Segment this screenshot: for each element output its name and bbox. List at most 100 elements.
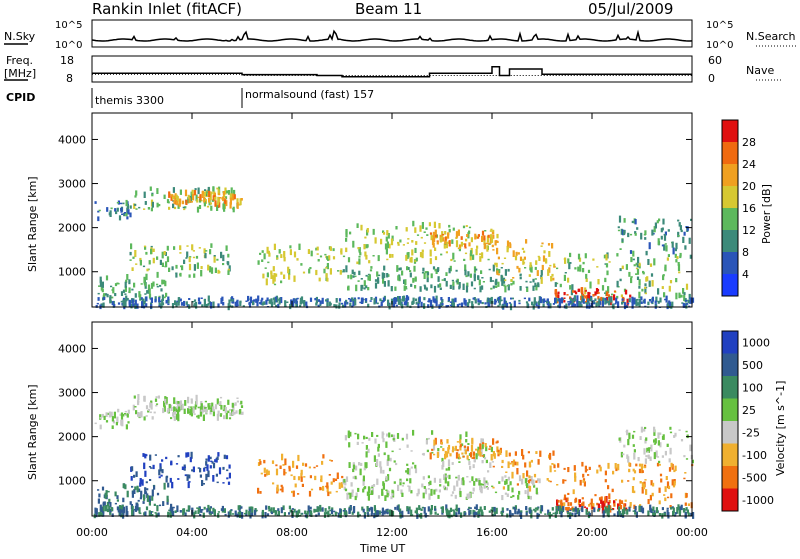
velocity-echo-mark: [389, 509, 392, 517]
velocity-echo-mark: [197, 414, 200, 419]
power-echo-mark: [194, 188, 197, 191]
velocity-echo-mark: [121, 504, 124, 510]
velocity-echo-mark: [455, 504, 458, 511]
velocity-echo-mark: [310, 512, 313, 517]
velocity-echo-mark: [155, 403, 159, 405]
power-echo-mark: [177, 297, 180, 303]
velocity-echo-mark: [229, 409, 232, 411]
power-echo-mark: [662, 275, 665, 281]
velocity-echo-mark: [270, 507, 273, 514]
velocity-ytick-label: 1000: [58, 475, 86, 488]
velocity-echo-mark: [556, 499, 559, 506]
velocity-echo-mark: [448, 474, 451, 480]
power-echo-mark: [354, 275, 357, 278]
velocity-echo-mark: [566, 512, 570, 515]
velocity-echo-mark: [567, 502, 570, 507]
velocity-echo-mark: [467, 443, 470, 445]
power-echo-mark: [135, 263, 138, 265]
power-echo-mark: [134, 293, 137, 298]
velocity-echo-mark: [396, 505, 399, 511]
power-echo-mark: [548, 267, 551, 273]
power-echo-mark: [142, 265, 146, 268]
beam-title: Beam 11: [355, 0, 422, 18]
power-echo-mark: [689, 254, 692, 259]
velocity-echo-mark: [372, 484, 376, 487]
velocity-echo-mark: [631, 434, 635, 439]
velocity-echo-mark: [179, 510, 182, 513]
velocity-echo-mark: [491, 461, 494, 463]
power-echo-mark: [411, 249, 414, 256]
power-echo-mark: [519, 286, 522, 291]
velocity-echo-mark: [224, 406, 227, 413]
velocity-echo-mark: [297, 476, 301, 481]
power-echo-mark: [540, 277, 543, 284]
power-echo-mark: [473, 266, 477, 273]
power-echo-mark: [455, 236, 458, 239]
power-echo-mark: [406, 242, 409, 244]
velocity-echo-mark: [187, 396, 190, 404]
velocity-echo-mark: [648, 447, 651, 449]
power-echo-mark: [203, 201, 206, 207]
velocity-echo-mark: [179, 402, 182, 410]
velocity-echo-mark: [310, 510, 313, 515]
velocity-echo-mark: [125, 508, 128, 512]
power-echo-mark: [310, 250, 313, 257]
velocity-echo-mark: [514, 451, 517, 456]
power-echo-mark: [664, 231, 667, 236]
velocity-echo-mark: [604, 479, 607, 483]
velocity-echo-mark: [659, 442, 662, 448]
power-echo-mark: [551, 243, 554, 249]
velocity-echo-mark: [169, 477, 172, 483]
velocity-echo-mark: [362, 478, 365, 486]
velocity-echo-mark: [633, 470, 637, 474]
velocity-echo-mark: [507, 484, 510, 491]
power-echo-mark: [663, 233, 666, 236]
velocity-echo-mark: [320, 479, 323, 482]
power-echo-mark: [239, 300, 242, 304]
power-echo-mark: [449, 284, 452, 289]
power-echo-mark: [386, 258, 389, 261]
power-echo-mark: [657, 288, 660, 295]
velocity-echo-mark: [355, 492, 358, 498]
power-echo-mark: [452, 302, 455, 308]
power-echo-mark: [270, 301, 274, 307]
velocity-echo-mark: [582, 473, 585, 478]
power-echo-mark: [633, 264, 636, 267]
velocity-echo-mark: [443, 474, 446, 480]
velocity-echo-mark: [598, 508, 601, 510]
velocity-echo-mark: [122, 497, 125, 503]
power-echo-mark: [125, 295, 128, 302]
cpid-label: CPID: [6, 91, 35, 104]
x-tick-label: 12:00: [376, 526, 408, 539]
power-echo-mark: [658, 218, 661, 222]
power-echo-mark: [326, 277, 329, 282]
velocity-echo-mark: [157, 512, 160, 517]
velocity-echo-mark: [618, 511, 621, 516]
velocity-echo-mark: [314, 475, 317, 481]
velocity-echo-mark: [410, 509, 413, 516]
velocity-echo-mark: [471, 457, 474, 459]
power-echo-mark: [168, 206, 171, 210]
velocity-echo-mark: [684, 511, 687, 519]
velocity-echo-mark: [173, 406, 176, 413]
velocity-echo-mark: [124, 413, 127, 415]
power-echo-mark: [465, 238, 468, 242]
power-echo-mark: [168, 191, 171, 198]
velocity-echo-mark: [185, 509, 189, 512]
power-echo-mark: [357, 280, 360, 282]
power-echo-mark: [176, 201, 179, 205]
power-echo-mark: [572, 290, 575, 293]
velocity-echo-mark: [406, 444, 409, 448]
power-echo-mark: [627, 302, 630, 305]
velocity-echo-mark: [120, 412, 124, 420]
velocity-echo-mark: [227, 511, 230, 518]
power-echo-mark: [532, 304, 535, 308]
power-echo-mark: [126, 216, 129, 220]
velocity-echo-mark: [616, 511, 620, 517]
velocity-echo-mark: [141, 479, 144, 486]
power-echo-mark: [230, 187, 233, 195]
power-echo-mark: [133, 203, 136, 209]
power-echo-mark: [349, 231, 352, 235]
velocity-echo-mark: [362, 488, 365, 493]
velocity-echo-mark: [283, 468, 286, 471]
